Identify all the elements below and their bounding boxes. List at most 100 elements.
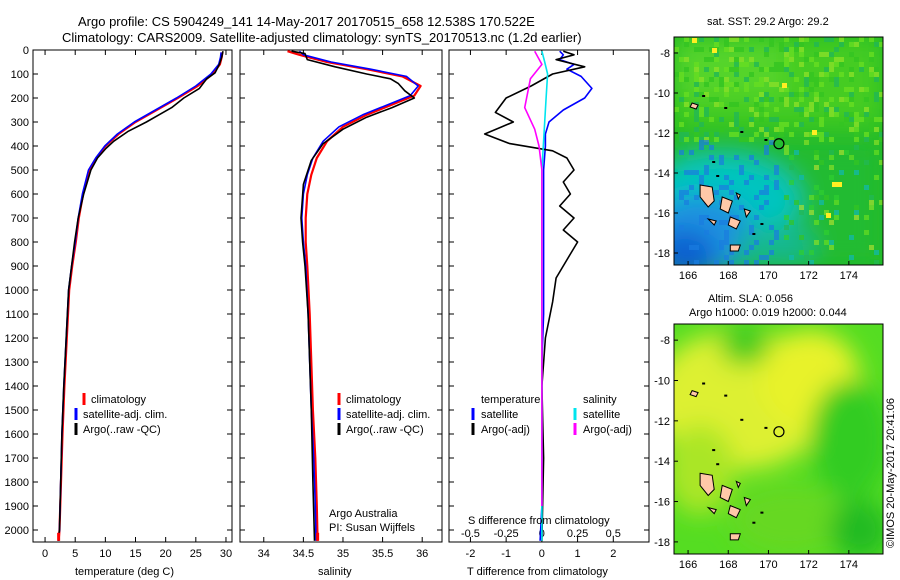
x-tick-label: 2 bbox=[610, 548, 616, 560]
sst-pixel bbox=[834, 82, 839, 87]
sst-pixel bbox=[819, 92, 824, 97]
sst-pixel bbox=[804, 72, 809, 77]
island bbox=[699, 472, 715, 497]
sst-pixel bbox=[844, 117, 849, 122]
sst-pixel-warm bbox=[712, 48, 717, 53]
sst-pixel bbox=[879, 137, 883, 142]
sst-pixel bbox=[694, 67, 699, 72]
sst-pixel bbox=[694, 77, 699, 82]
sst-pixel bbox=[694, 87, 699, 92]
sst-pixel bbox=[874, 77, 879, 82]
islet bbox=[702, 95, 706, 97]
y-tick-label: 600 bbox=[11, 189, 29, 201]
sst-pixel bbox=[784, 225, 789, 230]
sst-pixel bbox=[839, 62, 844, 67]
sst-pixel bbox=[819, 160, 824, 165]
sla-map bbox=[674, 324, 883, 554]
sst-pixel bbox=[754, 112, 759, 117]
sst-pixel bbox=[739, 127, 744, 132]
salinity-panel bbox=[239, 49, 443, 543]
sst-pixel bbox=[809, 260, 814, 265]
sst-pixel bbox=[824, 112, 829, 117]
y-tick-label: 400 bbox=[11, 141, 29, 153]
sst-pixel bbox=[679, 137, 684, 142]
sst-pixel bbox=[724, 185, 729, 190]
sst-pixel bbox=[789, 220, 794, 225]
map-x-tick-label: 168 bbox=[719, 270, 737, 282]
sst-pixel bbox=[764, 190, 769, 195]
sst-pixel bbox=[704, 230, 709, 235]
x-tick-label: 5 bbox=[72, 548, 78, 560]
sst-pixel bbox=[879, 117, 883, 122]
sst-pixel bbox=[764, 52, 769, 57]
sst-pixel bbox=[829, 245, 834, 250]
sst-pixel bbox=[759, 97, 764, 102]
sst-pixel bbox=[784, 57, 789, 62]
island bbox=[719, 196, 733, 214]
sst-pixel bbox=[769, 117, 774, 122]
y-tick-label: 1200 bbox=[5, 333, 29, 345]
sst-pixel bbox=[784, 52, 789, 57]
sst-pixel bbox=[869, 195, 874, 200]
sst-pixel bbox=[854, 112, 859, 117]
sst-pixel bbox=[724, 37, 729, 42]
sst-pixel bbox=[684, 67, 689, 72]
sst-pixel bbox=[784, 67, 789, 72]
islet bbox=[712, 449, 716, 452]
title-line-2: Climatology: CARS2009. Satellite-adjuste… bbox=[62, 30, 582, 45]
sst-pixel bbox=[684, 170, 689, 175]
map-x-tick-label: 174 bbox=[840, 270, 858, 282]
sst-pixel bbox=[849, 235, 854, 240]
sst-pixel bbox=[754, 240, 759, 245]
sst-pixel bbox=[794, 92, 799, 97]
island bbox=[729, 533, 741, 541]
sst-pixel bbox=[854, 137, 859, 142]
sst-pixel bbox=[784, 87, 789, 92]
sst-pixel bbox=[814, 52, 819, 57]
sst-pixel bbox=[834, 77, 839, 82]
sst-pixel bbox=[834, 195, 839, 200]
legend-argo: Argo(..raw -QC) bbox=[346, 424, 424, 436]
sst-pixel bbox=[849, 67, 854, 72]
map-y-tick-label: -18 bbox=[654, 248, 670, 260]
sst-pixel bbox=[829, 97, 834, 102]
sst-pixel bbox=[799, 97, 804, 102]
sst-pixel bbox=[744, 97, 749, 102]
sst-pixel bbox=[789, 47, 794, 52]
sst-pixel-warm bbox=[832, 182, 837, 187]
sst-pixel bbox=[679, 57, 684, 62]
sst-pixel bbox=[744, 260, 749, 265]
sst-pixel bbox=[689, 245, 694, 250]
sst-pixel bbox=[749, 107, 754, 112]
sst-pixel bbox=[784, 62, 789, 67]
sst-pixel bbox=[809, 250, 814, 255]
sst-pixel bbox=[679, 195, 684, 200]
sst-pixel bbox=[799, 250, 804, 255]
sst-pixel bbox=[749, 225, 754, 230]
island bbox=[706, 218, 717, 226]
sst-pixel bbox=[699, 180, 704, 185]
sst-pixel bbox=[829, 62, 834, 67]
sst-pixel bbox=[734, 122, 739, 127]
sst-pixel bbox=[734, 102, 739, 107]
sst-pixel bbox=[829, 240, 834, 245]
sst-pixel bbox=[724, 255, 729, 260]
sst-pixel bbox=[874, 97, 879, 102]
sst-pixel bbox=[854, 215, 859, 220]
sst-pixel bbox=[774, 235, 779, 240]
sst-pixel bbox=[839, 170, 844, 175]
y-tick-label: 1300 bbox=[5, 357, 29, 369]
sst-pixel bbox=[839, 72, 844, 77]
y-tick-label: 1100 bbox=[5, 309, 29, 321]
series-t-argo-adj- bbox=[483, 50, 586, 541]
sst-pixel bbox=[779, 132, 784, 137]
sst-pixel bbox=[729, 260, 734, 265]
sst-pixel bbox=[804, 107, 809, 112]
sst-pixel bbox=[754, 195, 759, 200]
sst-pixel bbox=[724, 175, 729, 180]
sst-pixel bbox=[734, 82, 739, 87]
sst-pixel bbox=[869, 200, 874, 205]
sst-pixel bbox=[679, 150, 684, 155]
islet bbox=[716, 463, 720, 466]
sst-pixel bbox=[804, 82, 809, 87]
